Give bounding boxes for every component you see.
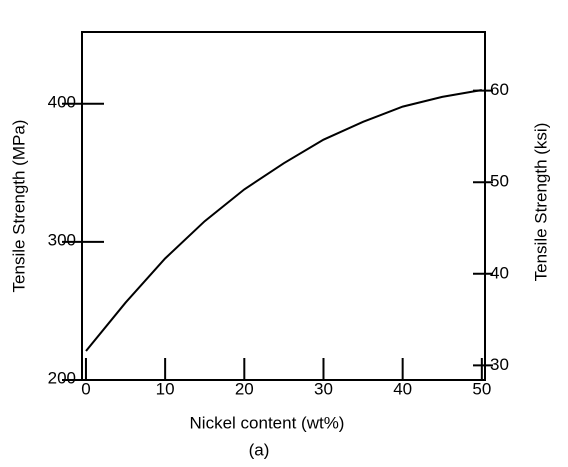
caption: (a)	[249, 440, 270, 459]
x-tick-label: 0	[81, 379, 90, 398]
plot-frame	[81, 31, 486, 381]
x-tick-label: 40	[393, 379, 412, 398]
x-tick-label: 20	[235, 379, 254, 398]
y2-tick-label: 40	[490, 263, 509, 282]
y2-tick-label: 50	[490, 172, 509, 191]
line	[85, 89, 482, 352]
y2-axis-label: Tensile Strength (ksi)	[531, 123, 550, 282]
x-tick-label: 10	[156, 379, 175, 398]
y2-tick-label: 30	[490, 355, 509, 374]
y-tick-label: 400	[48, 92, 76, 111]
y-tick-label: 300	[48, 230, 76, 249]
y-axis-label: Tensile Strength (MPa)	[9, 120, 28, 293]
x-tick-label: 30	[314, 379, 333, 398]
x-tick-label: 50	[472, 379, 491, 398]
y-tick-label: 200	[48, 368, 76, 387]
y2-tick-label: 60	[490, 80, 509, 99]
x-axis-label: Nickel content (wt%)	[190, 413, 345, 432]
